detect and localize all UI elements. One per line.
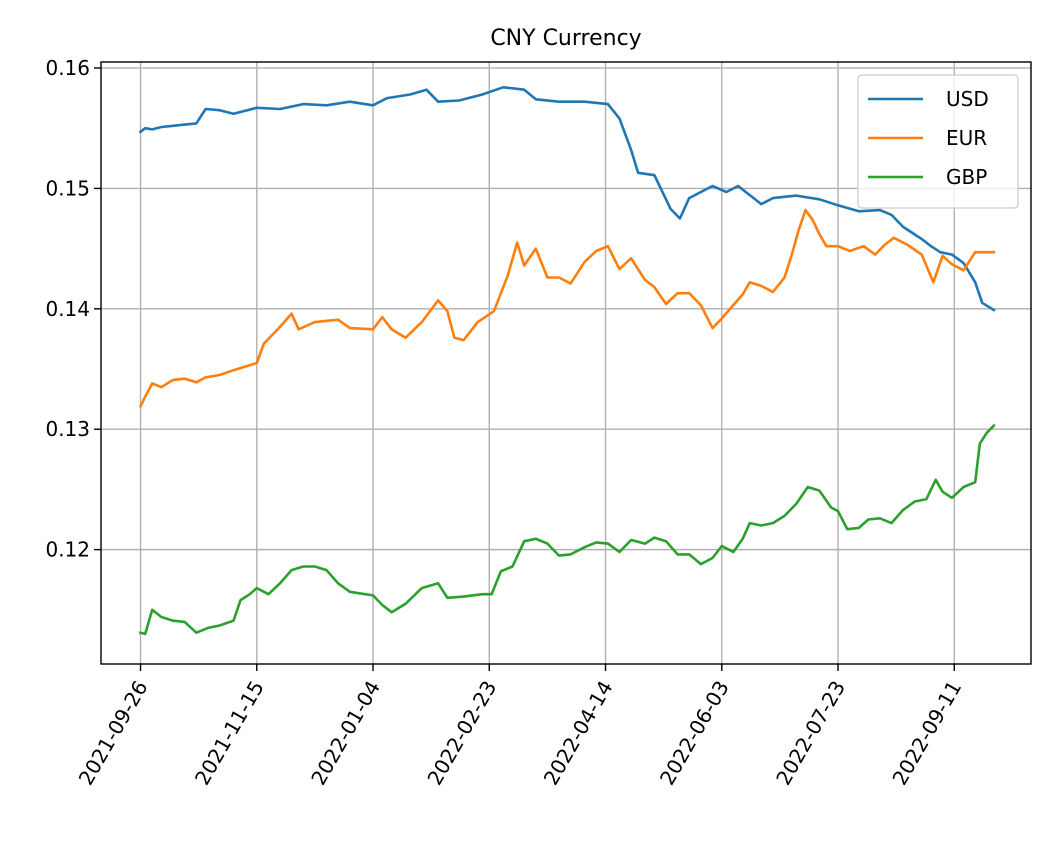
y-tick-label: 0.16 [45, 56, 90, 80]
series-line-usd [138, 86, 996, 312]
y-axis: 0.12 0.13 0.14 0.15 0.16 [45, 56, 101, 562]
y-tick-label: 0.12 [45, 538, 90, 562]
legend-label-gbp: GBP [946, 165, 987, 189]
plot-series [138, 86, 996, 636]
chart-title: CNY Currency [490, 26, 641, 51]
series-line-gbp [138, 423, 996, 636]
y-tick-label: 0.14 [45, 297, 90, 321]
legend: USD EUR GBP [857, 74, 1019, 209]
y-tick-label: 0.13 [45, 417, 90, 441]
legend-label-eur: EUR [946, 126, 987, 150]
plot-frame [100, 61, 1032, 665]
y-tick-label: 0.15 [45, 176, 90, 200]
legend-box [857, 74, 1019, 209]
series-line-eur [138, 208, 996, 409]
legend-label-usd: USD [946, 87, 989, 111]
